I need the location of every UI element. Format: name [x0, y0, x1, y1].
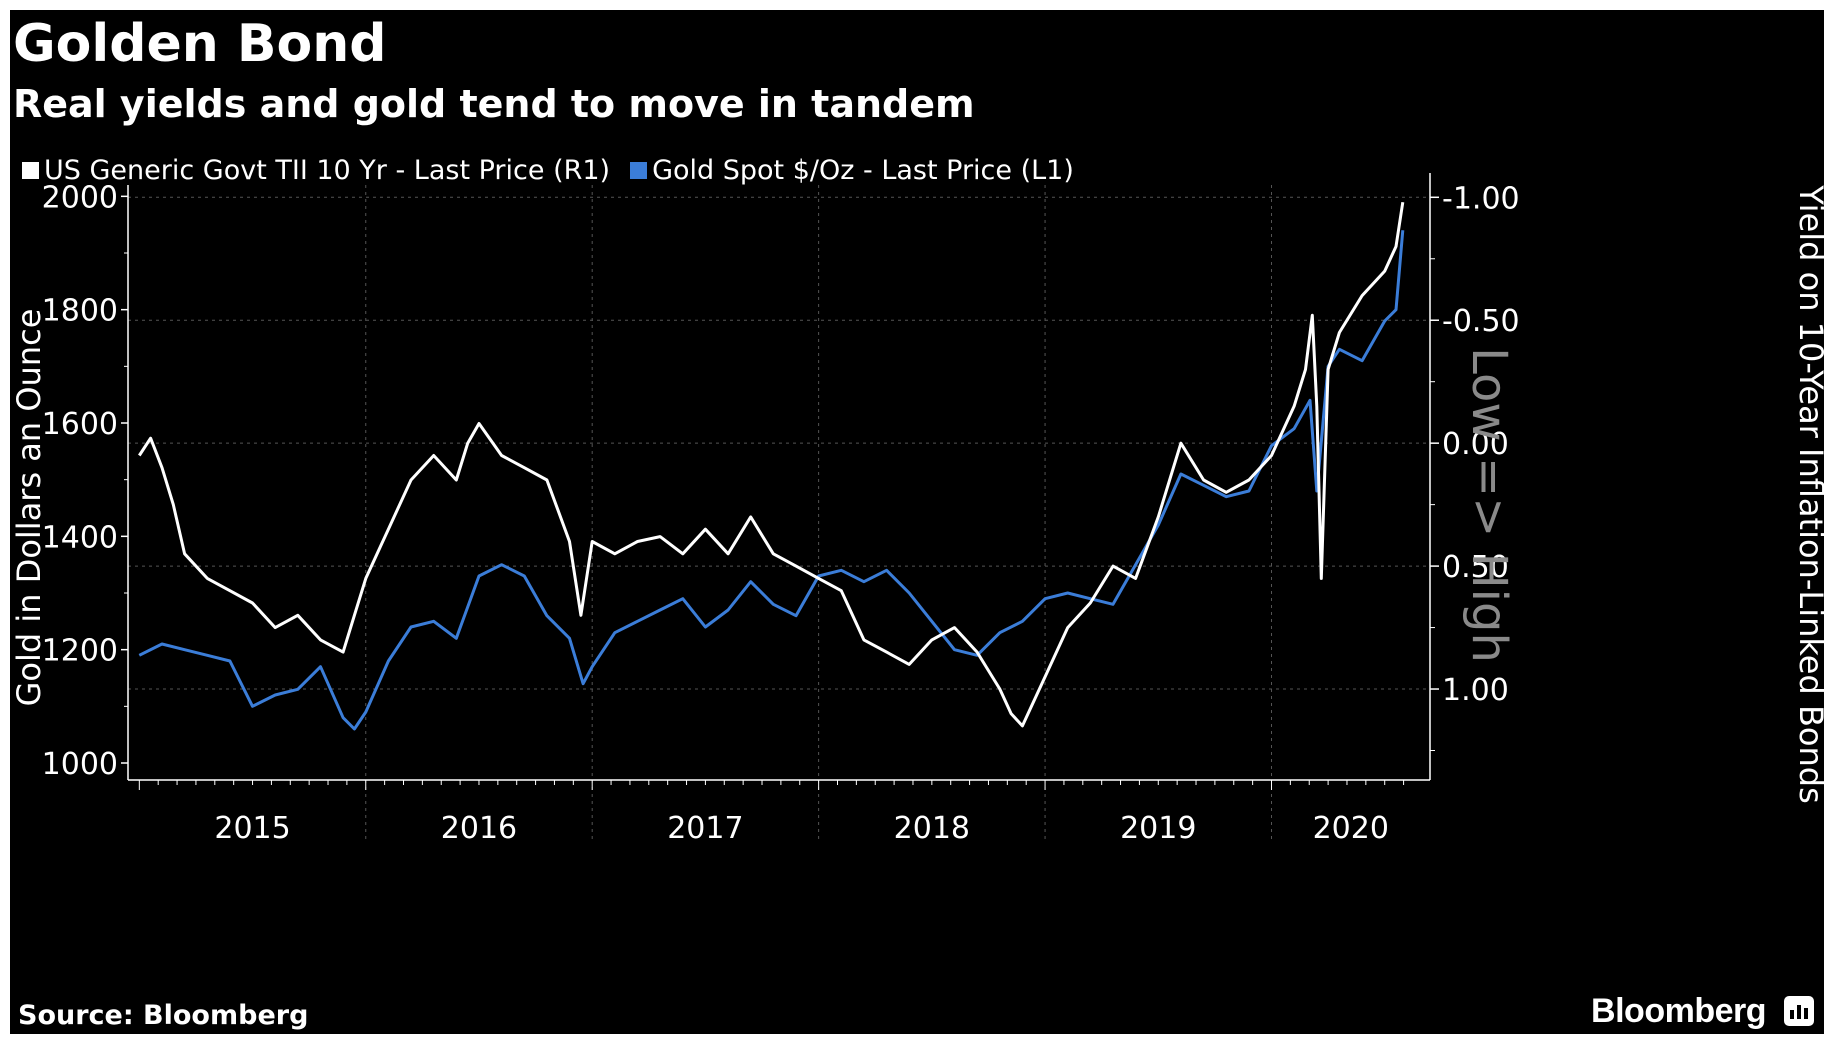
chart-title: Golden Bond [13, 14, 387, 74]
right-axis-tick-label: 0.00 [1442, 427, 1509, 462]
tips-line [138, 201, 1405, 728]
right-axis-tick-label: 1.00 [1442, 673, 1509, 708]
right-axis-tick-label: 0.50 [1442, 550, 1509, 585]
chart-svg: 1000 1200 1400 1600 1800 2000 -1.00 -0.50 0.00 0.… [10, 173, 1824, 846]
legend-label-gold: Gold Spot $/Oz - Last Price (L1) [652, 154, 1074, 186]
chart-subtitle: Real yields and gold tend to move in tan… [13, 82, 975, 126]
left-axis-tick-label: 1800 [42, 294, 118, 329]
left-axis-tick-label: 1200 [42, 634, 118, 669]
legend-item-tips: US Generic Govt TII 10 Yr - Last Price (… [22, 155, 610, 186]
series-lines [138, 201, 1405, 731]
left-axis-tick-label: 2000 [42, 180, 118, 215]
right-axis-tick-label: -0.50 [1442, 304, 1520, 339]
chart-frame: 1000 1200 1400 1600 1800 2000 -1.00 -0.50 0.00 0.… [10, 10, 1824, 1034]
right-axis-tick-label: -1.00 [1442, 181, 1520, 216]
bloomberg-logo: Bloomberg [1591, 992, 1766, 1030]
x-axis-tick-label: 2016 [441, 811, 517, 846]
legend-label-tips: US Generic Govt TII 10 Yr - Last Price (… [44, 154, 611, 186]
legend-swatch-gold [630, 161, 648, 179]
left-axis-tick-label: 1000 [42, 747, 118, 782]
legend: US Generic Govt TII 10 Yr - Last Price (… [22, 150, 1094, 190]
x-axis-tick-label: 2015 [214, 811, 290, 846]
gridlines [128, 185, 1430, 842]
low-high-annotation: Low => High [1461, 347, 1517, 663]
gold-line [138, 230, 1405, 731]
x-axis-tick-label: 2018 [894, 811, 970, 846]
left-axis-tick-label: 1400 [42, 520, 118, 555]
axes: 1000 1200 1400 1600 1800 2000 -1.00 -0.50 0.00 0.… [10, 173, 1824, 846]
x-axis-tick-label: 2017 [667, 811, 743, 846]
source-note: Source: Bloomberg [18, 1000, 309, 1031]
x-axis-tick-label: 2019 [1120, 811, 1196, 846]
x-axis-tick-label: 2020 [1313, 811, 1389, 846]
legend-swatch-tips [22, 161, 39, 179]
right-axis-title: Yield on 10-Year Inflation-Linked Bonds [1792, 184, 1824, 803]
legend-item-gold: Gold Spot $/Oz - Last Price (L1) [630, 155, 1074, 186]
left-axis-tick-label: 1600 [42, 407, 118, 442]
bloomberg-terminal-icon [1784, 996, 1814, 1026]
left-axis-title: Gold in Dollars an Ounce [10, 309, 48, 707]
